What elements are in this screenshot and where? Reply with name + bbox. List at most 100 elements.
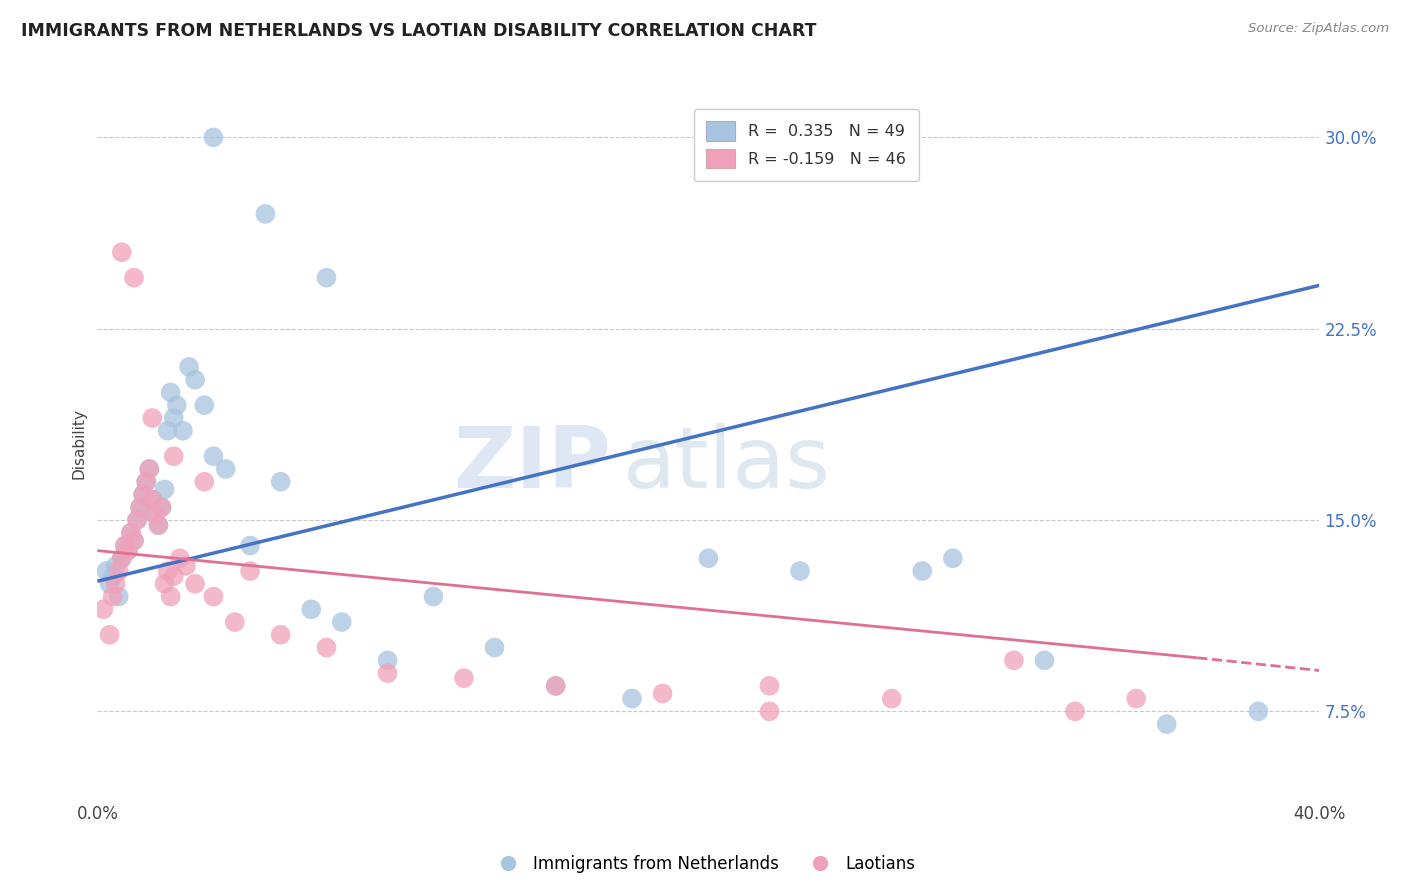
Point bbox=[315, 270, 337, 285]
Point bbox=[153, 483, 176, 497]
Point bbox=[114, 539, 136, 553]
Point bbox=[159, 385, 181, 400]
Text: IMMIGRANTS FROM NETHERLANDS VS LAOTIAN DISABILITY CORRELATION CHART: IMMIGRANTS FROM NETHERLANDS VS LAOTIAN D… bbox=[21, 22, 817, 40]
Point bbox=[145, 508, 167, 522]
Point bbox=[172, 424, 194, 438]
Text: ZIP: ZIP bbox=[453, 424, 610, 507]
Point bbox=[96, 564, 118, 578]
Point bbox=[135, 475, 157, 489]
Point bbox=[135, 475, 157, 489]
Point bbox=[141, 492, 163, 507]
Point bbox=[215, 462, 238, 476]
Point bbox=[202, 130, 225, 145]
Point bbox=[224, 615, 246, 629]
Point bbox=[125, 513, 148, 527]
Point bbox=[163, 569, 186, 583]
Point bbox=[1033, 653, 1056, 667]
Point bbox=[163, 411, 186, 425]
Point bbox=[132, 487, 155, 501]
Point bbox=[111, 551, 134, 566]
Point bbox=[163, 449, 186, 463]
Point bbox=[942, 551, 965, 566]
Point bbox=[422, 590, 444, 604]
Point bbox=[299, 602, 322, 616]
Point bbox=[129, 500, 152, 515]
Point bbox=[202, 590, 225, 604]
Point bbox=[132, 487, 155, 501]
Point bbox=[193, 398, 215, 412]
Point bbox=[789, 564, 811, 578]
Point bbox=[177, 359, 200, 374]
Point bbox=[758, 679, 780, 693]
Point bbox=[148, 518, 170, 533]
Point bbox=[377, 666, 399, 681]
Point bbox=[122, 533, 145, 548]
Legend: Immigrants from Netherlands, Laotians: Immigrants from Netherlands, Laotians bbox=[484, 848, 922, 880]
Point bbox=[122, 270, 145, 285]
Point bbox=[184, 576, 207, 591]
Point bbox=[166, 398, 188, 412]
Point bbox=[148, 518, 170, 533]
Point bbox=[101, 590, 124, 604]
Point bbox=[120, 525, 142, 540]
Point bbox=[1002, 653, 1025, 667]
Point bbox=[125, 513, 148, 527]
Text: Source: ZipAtlas.com: Source: ZipAtlas.com bbox=[1249, 22, 1389, 36]
Legend: R =  0.335   N = 49, R = -0.159   N = 46: R = 0.335 N = 49, R = -0.159 N = 46 bbox=[693, 109, 918, 181]
Text: atlas: atlas bbox=[623, 424, 831, 507]
Point bbox=[270, 475, 292, 489]
Point bbox=[104, 576, 127, 591]
Point bbox=[697, 551, 720, 566]
Point bbox=[621, 691, 644, 706]
Point bbox=[138, 462, 160, 476]
Point bbox=[758, 704, 780, 718]
Point bbox=[544, 679, 567, 693]
Point bbox=[156, 424, 179, 438]
Point bbox=[141, 411, 163, 425]
Y-axis label: Disability: Disability bbox=[72, 408, 86, 479]
Point bbox=[1064, 704, 1087, 718]
Point bbox=[122, 533, 145, 548]
Point bbox=[159, 590, 181, 604]
Point bbox=[184, 373, 207, 387]
Point bbox=[254, 207, 277, 221]
Point bbox=[107, 564, 129, 578]
Point bbox=[117, 543, 139, 558]
Point bbox=[174, 558, 197, 573]
Point bbox=[1247, 704, 1270, 718]
Point bbox=[239, 539, 262, 553]
Point bbox=[138, 462, 160, 476]
Point bbox=[117, 543, 139, 558]
Point bbox=[111, 245, 134, 260]
Point bbox=[1156, 717, 1178, 731]
Point bbox=[453, 671, 475, 685]
Point bbox=[544, 679, 567, 693]
Point bbox=[330, 615, 353, 629]
Point bbox=[104, 558, 127, 573]
Point bbox=[120, 525, 142, 540]
Point bbox=[150, 500, 173, 515]
Point bbox=[150, 500, 173, 515]
Point bbox=[484, 640, 506, 655]
Point bbox=[141, 492, 163, 507]
Point bbox=[98, 576, 121, 591]
Point bbox=[101, 569, 124, 583]
Point bbox=[114, 539, 136, 553]
Point bbox=[169, 551, 191, 566]
Point bbox=[156, 564, 179, 578]
Point bbox=[911, 564, 934, 578]
Point bbox=[377, 653, 399, 667]
Point bbox=[1125, 691, 1147, 706]
Point bbox=[193, 475, 215, 489]
Point bbox=[270, 628, 292, 642]
Point bbox=[107, 590, 129, 604]
Point bbox=[93, 602, 115, 616]
Point bbox=[145, 508, 167, 522]
Point bbox=[315, 640, 337, 655]
Point bbox=[111, 551, 134, 566]
Point bbox=[153, 576, 176, 591]
Point bbox=[651, 686, 673, 700]
Point bbox=[98, 628, 121, 642]
Point bbox=[129, 500, 152, 515]
Point bbox=[239, 564, 262, 578]
